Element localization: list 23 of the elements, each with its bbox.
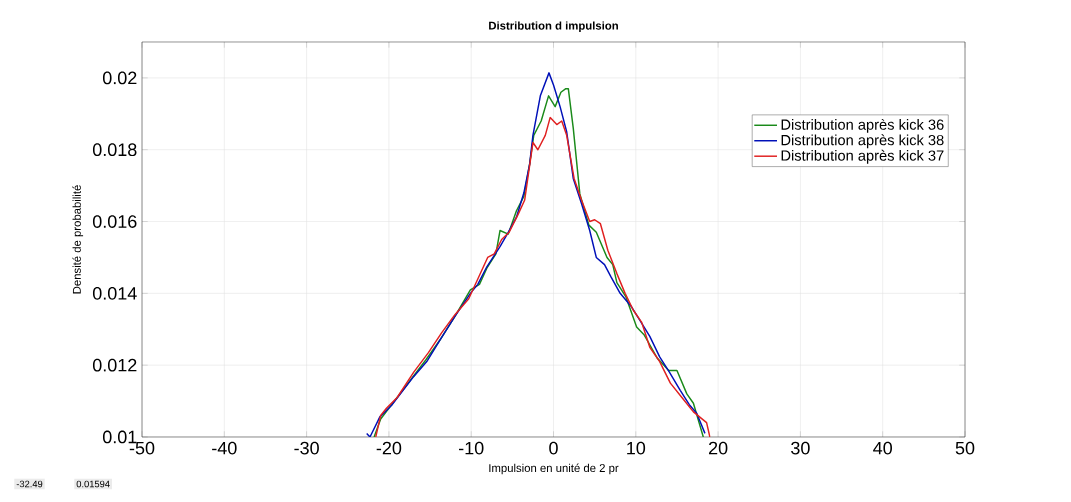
y-tick-label: 0.016 [92, 215, 137, 228]
legend-label: Distribution après kick 38 [781, 134, 944, 149]
x-tick-label: 0 [549, 441, 558, 455]
y-tick-label: 0.018 [92, 143, 137, 157]
x-tick-label: -10 [458, 441, 484, 455]
y-tick-label: 0.012 [92, 358, 137, 372]
text: 0.01594 [76, 480, 110, 488]
x-tick-label: 20 [708, 441, 728, 455]
x-tick-label: -30 [294, 441, 319, 455]
legend-label: Distribution après kick 37 [781, 149, 944, 164]
x-tick-label: 30 [791, 441, 810, 455]
x-axis-title: Impulsion en unité de 2 pr [489, 463, 619, 475]
y-tick-label: 0.014 [92, 286, 137, 300]
x-tick-label: -40 [212, 441, 237, 455]
x-tick-label: 10 [627, 441, 646, 455]
y-tick-label: 0.02 [102, 71, 137, 85]
chart-title: Distribution d impulsion [489, 21, 618, 32]
text: -32.49 [16, 480, 43, 488]
y-axis-title: Densité de probabilité [72, 185, 84, 294]
x-tick-label: 50 [955, 441, 975, 455]
x-tick-label: -20 [376, 441, 402, 455]
legend-label: Distribution après kick 36 [781, 118, 944, 133]
x-tick-label: 40 [873, 441, 892, 455]
